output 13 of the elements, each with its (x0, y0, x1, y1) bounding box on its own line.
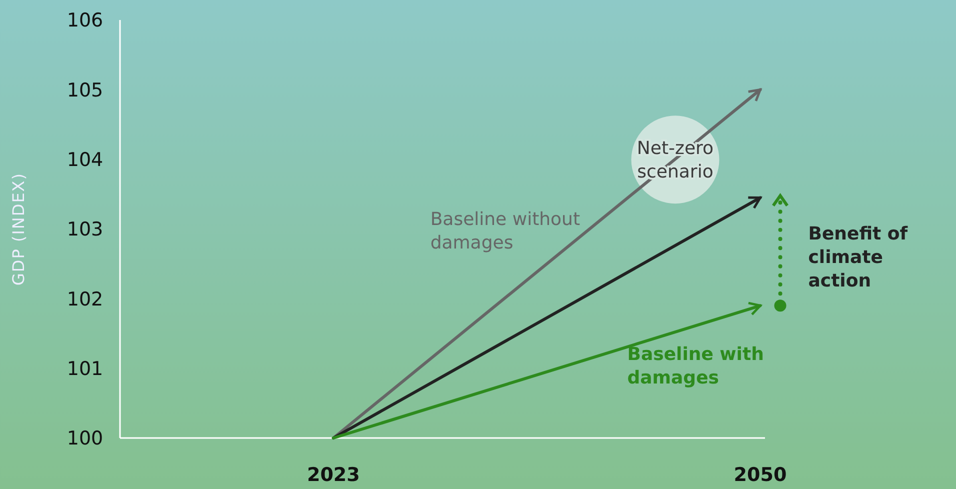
y-axis-title: GDP (INDEX) (9, 172, 28, 286)
y-tick-label: 105 (66, 79, 104, 102)
y-tick-label: 103 (66, 218, 104, 241)
x-tick-label: 2050 (734, 464, 787, 486)
y-tick-label: 104 (66, 148, 104, 171)
text: Benefit of climate action (808, 224, 908, 292)
y-tick-label: 106 (66, 10, 104, 32)
y-tick-label: 101 (66, 358, 104, 380)
x-tick-label: 2023 (306, 464, 360, 486)
series-label: Baseline without damages (430, 208, 580, 254)
y-tick-label: 100 (66, 428, 104, 450)
series-label: Baseline with damages (627, 344, 764, 388)
y-tick-label: 102 (66, 288, 104, 310)
